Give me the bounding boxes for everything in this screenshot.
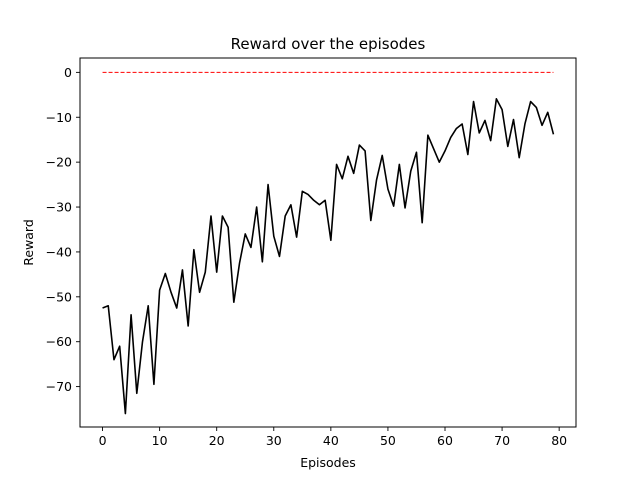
x-tick-label: 10 bbox=[152, 433, 168, 448]
x-tick-label: 30 bbox=[266, 433, 282, 448]
y-tick-label: −70 bbox=[46, 379, 72, 394]
chart-title: Reward over the episodes bbox=[231, 35, 426, 53]
y-tick-label: −40 bbox=[46, 244, 72, 259]
x-tick-label: 50 bbox=[380, 433, 396, 448]
x-axis: 0 10 20 30 40 50 60 70 80 bbox=[99, 427, 567, 448]
y-axis-label: Reward bbox=[21, 219, 36, 266]
y-tick-label: −60 bbox=[46, 334, 72, 349]
x-tick-label: 70 bbox=[494, 433, 510, 448]
y-tick-label: 0 bbox=[64, 65, 72, 80]
y-axis: 0 −10 −20 −30 −40 −50 −60 −70 bbox=[46, 65, 80, 394]
x-tick-label: 80 bbox=[551, 433, 567, 448]
x-tick-label: 0 bbox=[99, 433, 107, 448]
x-tick-label: 20 bbox=[209, 433, 225, 448]
x-tick-label: 40 bbox=[323, 433, 339, 448]
y-tick-label: −50 bbox=[46, 289, 72, 304]
reward-line bbox=[102, 98, 555, 415]
y-tick-label: −10 bbox=[46, 110, 72, 125]
x-tick-label: 60 bbox=[437, 433, 453, 448]
y-tick-label: −20 bbox=[46, 155, 72, 170]
x-axis-label: Episodes bbox=[300, 455, 356, 470]
plot-area bbox=[102, 71, 555, 415]
y-tick-label: −30 bbox=[46, 200, 72, 215]
axes-frame bbox=[79, 57, 577, 428]
